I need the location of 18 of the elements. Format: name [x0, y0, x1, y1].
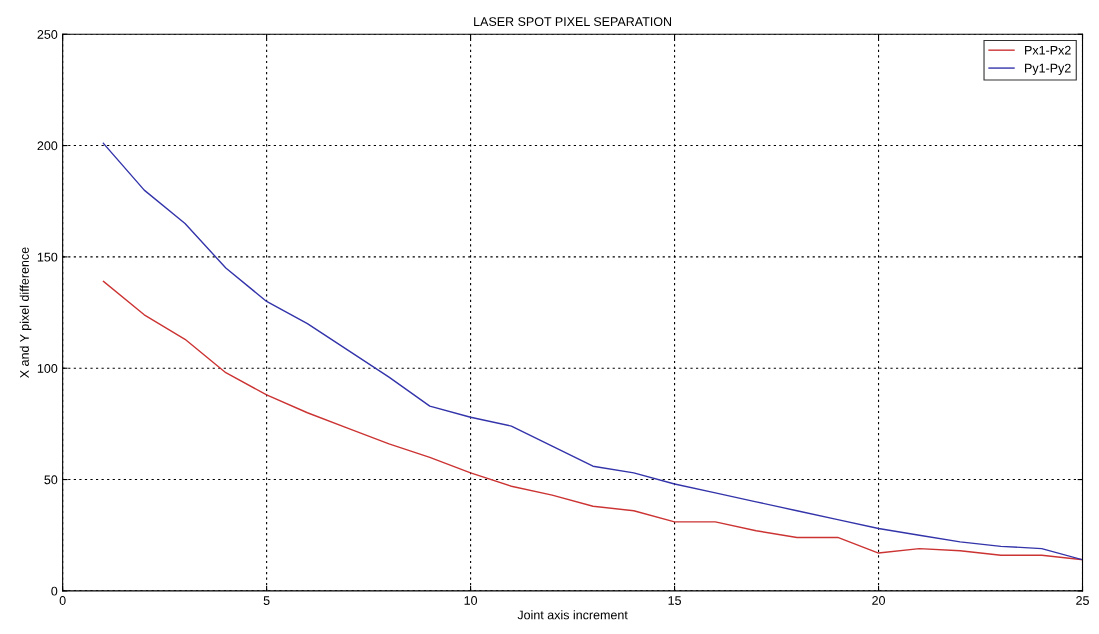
line-series [102, 142, 1083, 561]
x-tick-label: 10 [464, 596, 478, 605]
chart-title: LASER SPOT PIXEL SEPARATION [474, 17, 672, 27]
y-tick-label: 0 [51, 586, 58, 596]
x-tick-label: 5 [263, 596, 270, 605]
x-axis-title: Joint axis increment [517, 610, 628, 620]
y-tick-label: 250 [37, 30, 58, 39]
legend-label: Py1-Py2 [1025, 63, 1071, 76]
y-tick-label: 150 [37, 252, 58, 262]
legend-label: Px1-Px2 [1025, 45, 1071, 55]
y-tick-label: 200 [37, 141, 58, 151]
y-axis-title: X and Y pixel difference [19, 247, 32, 378]
x-tick-label: 15 [668, 596, 681, 605]
x-tick-label: 25 [1076, 596, 1089, 605]
y-tick-label: 100 [37, 364, 58, 373]
x-tick-label: 0 [59, 596, 66, 605]
y-tick-label: 50 [44, 475, 58, 485]
x-tick-label: 20 [872, 596, 885, 605]
